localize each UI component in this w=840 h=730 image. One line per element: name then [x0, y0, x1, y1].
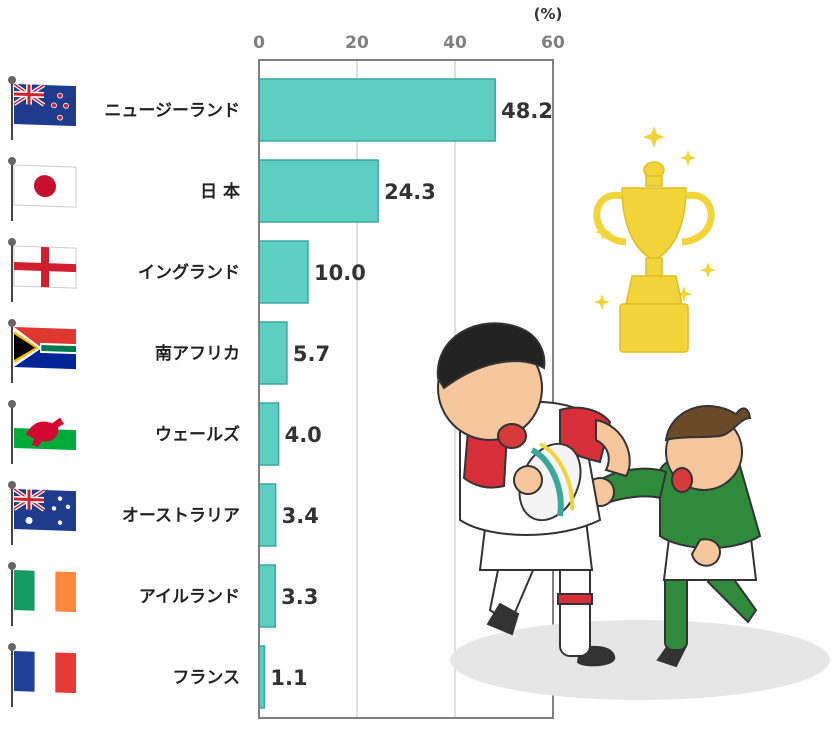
x-tick-label: 40 [443, 33, 467, 53]
trophy-icon [593, 126, 716, 353]
bar [258, 564, 276, 628]
flag-australia-icon [8, 481, 76, 545]
value-label: 10.0 [314, 261, 366, 285]
rugby-players-illustration [436, 322, 830, 700]
x-tick-label: 60 [541, 33, 565, 53]
x-tick-label: 20 [345, 33, 369, 53]
plot-frame [258, 59, 554, 719]
bar [258, 483, 277, 547]
flag-new-zealand-icon [8, 76, 76, 140]
x-tick-label: 0 [253, 33, 265, 53]
x-axis: 0 20 40 60 [253, 33, 565, 53]
category-label: アイルランド [139, 587, 240, 607]
category-label: ニュージーランド [104, 101, 240, 121]
value-labels: 48.2 24.3 10.0 5.7 4.0 3.4 3.3 1.1 [270, 99, 553, 690]
flags [8, 76, 77, 707]
value-label: 3.3 [281, 585, 318, 609]
category-label: イングランド [138, 262, 240, 283]
value-label: 48.2 [501, 99, 553, 123]
category-label: 日 本 [200, 181, 240, 202]
bar [258, 78, 496, 142]
flag-england-icon [8, 238, 77, 302]
value-label: 1.1 [270, 666, 307, 690]
flag-south-africa-icon [8, 319, 77, 383]
category-label: ウェールズ [155, 424, 240, 445]
flag-japan-icon [8, 157, 77, 221]
value-label: 4.0 [285, 423, 322, 447]
bar [258, 159, 379, 223]
value-label: 24.3 [384, 180, 436, 204]
value-label: 3.4 [282, 504, 319, 528]
flag-ireland-icon [8, 562, 76, 626]
unit-label: (%) [534, 5, 563, 23]
category-label: オーストラリア [122, 506, 240, 526]
bar [258, 402, 280, 466]
category-label: フランス [172, 668, 240, 688]
flag-wales-icon [8, 400, 76, 464]
red-player [436, 322, 631, 667]
flag-france-icon [8, 643, 76, 707]
value-label: 5.7 [293, 342, 330, 366]
bar [258, 321, 288, 385]
bar [258, 240, 309, 304]
category-label: 南アフリカ [155, 343, 240, 364]
